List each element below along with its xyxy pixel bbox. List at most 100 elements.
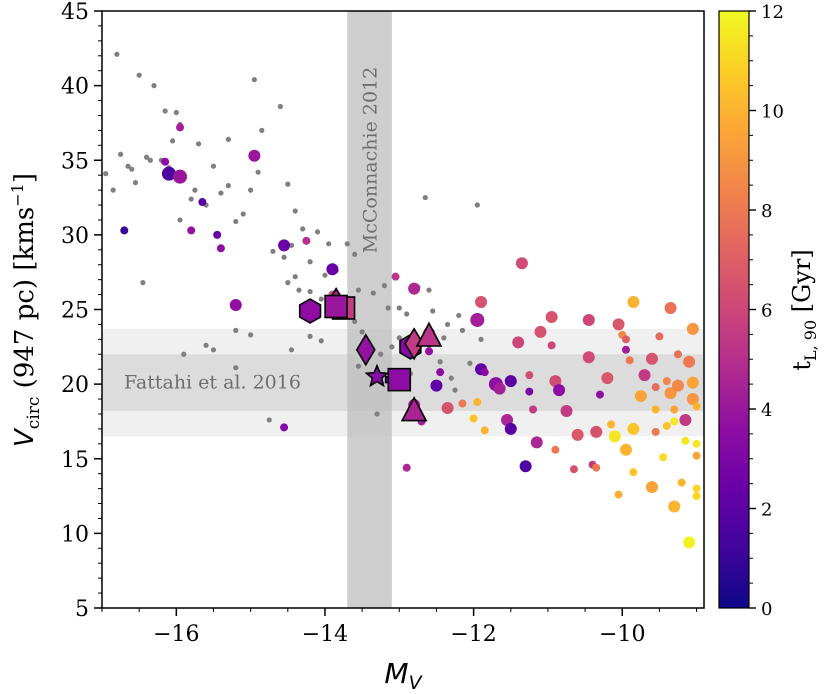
colored-data-point	[582, 313, 595, 326]
colorbar-tick-label: 4	[761, 400, 772, 421]
grey-data-point	[385, 305, 391, 311]
colored-data-point	[187, 226, 196, 235]
grey-data-point	[240, 211, 246, 217]
grey-data-point	[381, 283, 388, 289]
colored-data-point	[161, 157, 170, 166]
colored-data-point	[671, 379, 684, 392]
grey-data-point	[474, 202, 480, 208]
grey-data-point	[251, 77, 257, 83]
colored-data-point	[480, 368, 489, 377]
grey-data-point	[285, 280, 291, 286]
plot-frame	[101, 10, 705, 609]
grey-data-point	[225, 136, 231, 142]
colored-data-point	[515, 257, 528, 270]
colored-data-point	[176, 123, 185, 132]
grey-data-point	[233, 365, 239, 371]
colored-data-point	[173, 169, 188, 184]
triangle-marker	[415, 321, 443, 347]
grey-data-point	[233, 327, 239, 333]
grey-data-point	[318, 296, 324, 302]
colored-data-point	[408, 282, 421, 295]
grey-data-point	[296, 287, 302, 293]
grey-data-point	[307, 288, 313, 295]
grey-data-point	[352, 251, 358, 257]
diamond-marker	[355, 333, 376, 367]
y-tick-label: 20	[61, 373, 89, 398]
grey-data-point	[266, 417, 272, 423]
grey-data-point	[177, 217, 183, 223]
colored-data-point	[529, 405, 538, 414]
grey-data-point	[255, 169, 261, 175]
colored-data-point	[519, 460, 532, 473]
colored-data-point	[595, 390, 604, 399]
colored-data-point	[248, 149, 261, 162]
colorbar-tick-label: 10	[761, 102, 784, 123]
colored-data-point	[627, 422, 640, 435]
colored-data-point	[625, 356, 634, 365]
grey-data-point	[192, 187, 198, 193]
grey-data-point	[307, 333, 313, 339]
x-axis-label: MV	[384, 657, 423, 694]
colored-data-point	[651, 405, 660, 414]
colored-data-point	[607, 420, 616, 429]
y-tick-label: 10	[61, 522, 89, 547]
colored-data-point	[692, 492, 701, 501]
grey-data-point	[162, 108, 168, 114]
grey-data-point	[352, 318, 358, 325]
colored-data-point	[302, 236, 311, 245]
colored-data-point	[470, 312, 485, 327]
colorbar-tick-label: 12	[761, 2, 784, 23]
grey-data-point	[444, 321, 451, 328]
colored-data-point	[627, 296, 640, 309]
grey-data-point	[285, 181, 291, 187]
colored-data-point	[662, 377, 671, 386]
colored-data-point	[582, 351, 595, 364]
colored-data-point	[645, 352, 658, 365]
square-marker	[387, 367, 412, 392]
colored-data-point	[480, 426, 489, 435]
colored-data-point	[391, 272, 400, 281]
colored-data-point	[198, 198, 207, 207]
colored-data-point	[512, 336, 525, 349]
grey-data-point	[396, 305, 402, 311]
grey-data-point	[448, 375, 454, 381]
grey-data-point	[426, 287, 432, 293]
colored-data-point	[525, 387, 534, 396]
grey-data-point	[344, 241, 350, 247]
colored-data-point	[504, 422, 517, 435]
grey-data-point	[210, 163, 217, 169]
x-tick-label: −12	[450, 622, 496, 647]
y-tick-label: 40	[61, 75, 89, 100]
colored-data-point	[645, 481, 658, 494]
grey-data-point	[378, 351, 384, 357]
colored-data-point	[504, 375, 517, 388]
colored-data-point	[590, 425, 603, 438]
grey-data-point	[422, 194, 428, 201]
grey-data-point	[430, 308, 436, 314]
hexagon-marker	[298, 298, 322, 324]
grey-data-point	[110, 187, 116, 193]
colored-data-point	[651, 383, 660, 392]
fattahi-label: Fattahi et al. 2016	[124, 372, 301, 394]
colored-data-point	[655, 332, 664, 341]
grey-data-point	[188, 196, 194, 202]
grey-data-point	[292, 208, 298, 214]
colored-data-point	[664, 302, 677, 315]
mcconnachie-label: McConnachie 2012	[360, 67, 382, 253]
colored-data-point	[530, 436, 543, 449]
star-marker	[364, 363, 390, 388]
grey-data-point	[132, 180, 139, 186]
colored-data-point	[436, 368, 445, 377]
grey-data-point	[210, 347, 217, 353]
grey-data-point	[125, 163, 131, 169]
grey-data-point	[437, 359, 443, 365]
colored-data-point	[161, 166, 176, 181]
grey-data-point	[370, 290, 376, 296]
colored-data-point	[683, 355, 696, 368]
colored-data-point	[430, 379, 443, 392]
colored-data-point	[601, 372, 614, 385]
colored-data-point	[673, 350, 682, 359]
x-tick-label: −14	[302, 622, 348, 647]
grey-data-point	[218, 190, 224, 196]
